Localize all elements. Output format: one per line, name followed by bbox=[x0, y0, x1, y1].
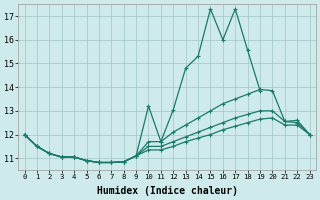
X-axis label: Humidex (Indice chaleur): Humidex (Indice chaleur) bbox=[97, 186, 237, 196]
